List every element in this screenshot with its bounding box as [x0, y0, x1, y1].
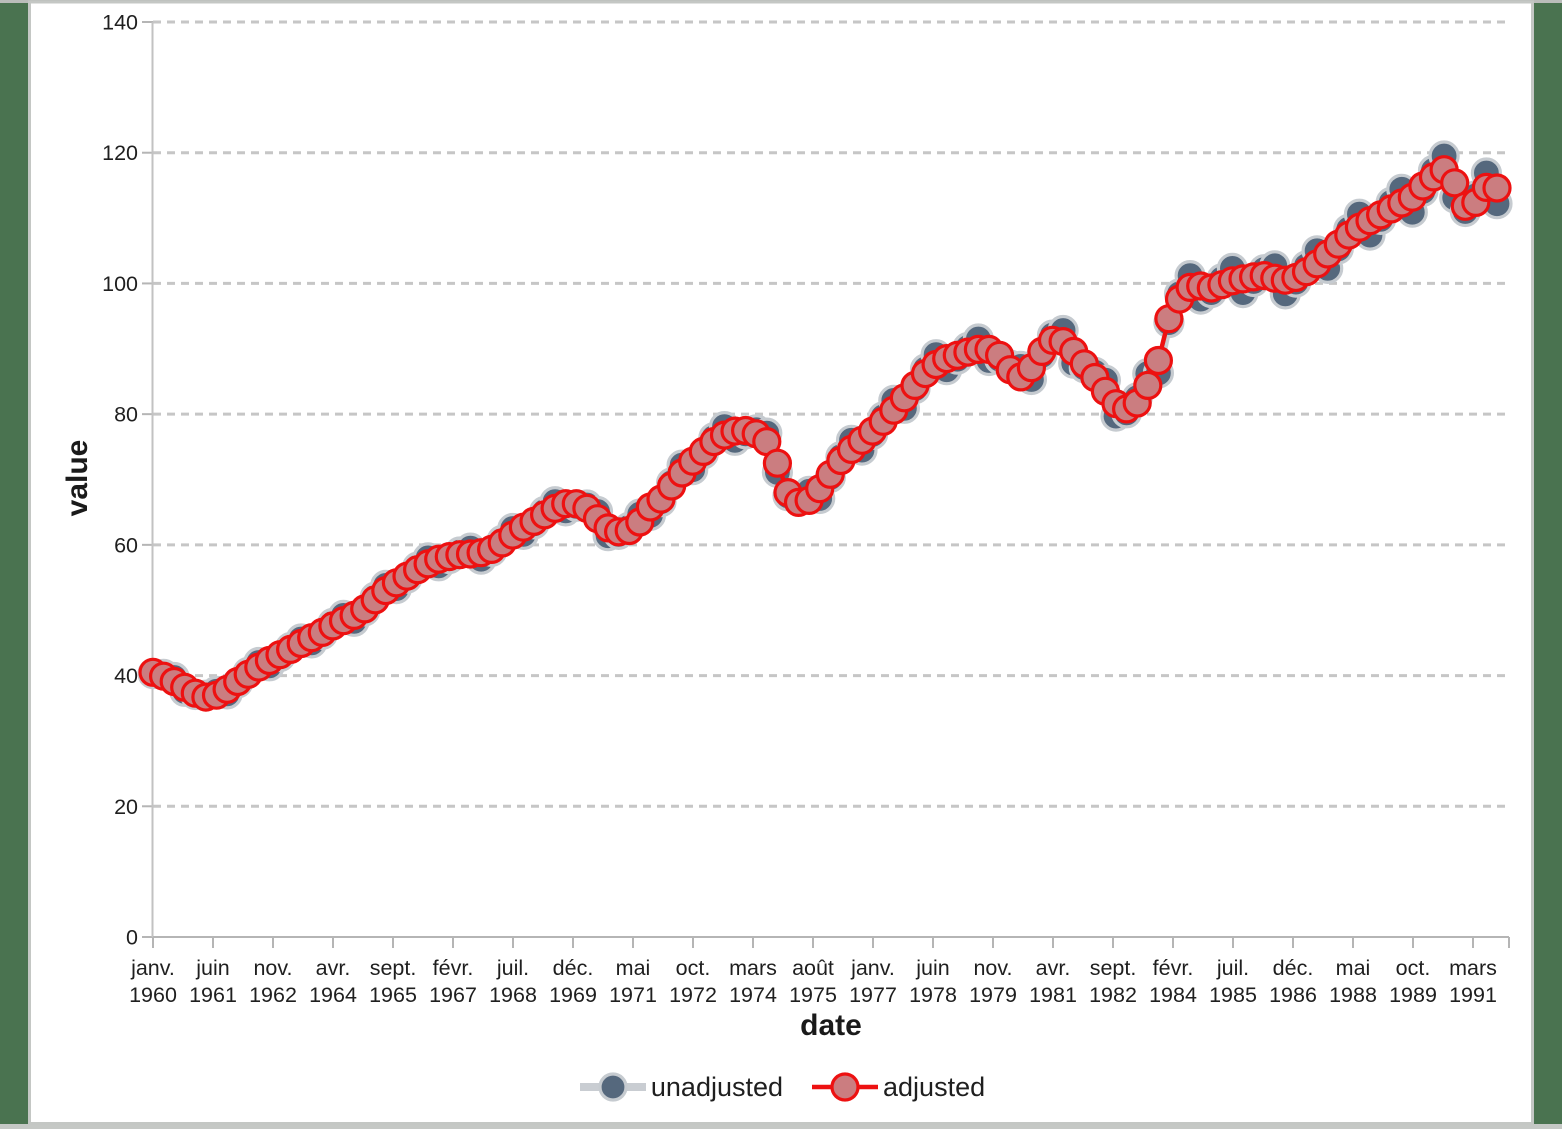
legend-item-adjusted: adjusted — [809, 1068, 985, 1106]
series-adjusted — [138, 155, 1512, 712]
y-axis-title: value — [61, 439, 94, 517]
series-adjusted-marker — [762, 448, 793, 478]
x-tick-label: oct. 1989 — [1389, 956, 1437, 1007]
gridlines — [142, 20, 1509, 938]
series-adjusted-marker — [1143, 345, 1174, 376]
x-tick-label: nov. 1962 — [249, 956, 297, 1007]
x-tick-label: janv. 1977 — [849, 956, 897, 1007]
legend: unadjusted adjusted — [31, 1068, 1531, 1106]
x-tick-label: déc. 1969 — [549, 956, 597, 1007]
x-ticks — [152, 937, 1510, 948]
x-tick-label: févr. 1967 — [429, 956, 477, 1007]
series-adjusted-marker — [1133, 370, 1163, 400]
x-tick-label: mars 1991 — [1449, 956, 1497, 1007]
x-tick-label: déc. 1986 — [1269, 956, 1317, 1007]
x-tick-label: nov. 1979 — [969, 956, 1017, 1007]
x-tick-label: avr. 1964 — [309, 956, 357, 1007]
x-tick-label: avr. 1981 — [1029, 956, 1077, 1007]
x-tick-label: mai 1971 — [609, 956, 657, 1007]
series-adjusted-marker — [1482, 173, 1512, 203]
y-tick-label: 60 — [114, 533, 138, 557]
y-tick-labels: 0 20 40 60 80 100 120 140 — [102, 11, 138, 950]
x-tick-label: févr. 1984 — [1149, 956, 1197, 1007]
y-tick-label: 0 — [126, 926, 138, 950]
y-tick-label: 100 — [102, 272, 138, 296]
y-tick-label: 80 — [114, 403, 138, 427]
x-tick-label: août 1975 — [789, 956, 837, 1007]
y-tick-label: 20 — [114, 795, 138, 819]
x-tick-label: mars 1974 — [729, 956, 777, 1007]
x-tick-label: juil. 1968 — [489, 956, 537, 1007]
y-tick-label: 40 — [114, 664, 138, 688]
x-tick-label: sept. 1982 — [1089, 956, 1137, 1007]
series-adjusted-marker — [1440, 168, 1470, 198]
y-tick-label: 120 — [102, 141, 138, 165]
x-tick-label: sept. 1965 — [369, 956, 417, 1007]
x-tick-label: juil. 1985 — [1209, 956, 1257, 1007]
x-tick-label: oct. 1972 — [669, 956, 717, 1007]
x-tick-label: mai 1988 — [1329, 956, 1377, 1007]
legend-marker-adjusted-icon — [812, 1072, 879, 1102]
legend-label-adjusted: adjusted — [883, 1072, 986, 1102]
legend-marker-unadjusted-icon — [579, 1072, 646, 1102]
x-tick-label: juin 1978 — [909, 956, 957, 1007]
x-tick-label: janv. 1960 — [129, 956, 177, 1007]
x-tick-label: juin 1961 — [189, 956, 237, 1007]
legend-label-unadjusted: unadjusted — [650, 1072, 784, 1102]
window-bottom-strip — [0, 1124, 1562, 1129]
y-tick-label: 140 — [102, 11, 138, 35]
x-axis-title: date — [800, 1009, 862, 1042]
legend-item-unadjusted: unadjusted — [577, 1068, 783, 1106]
